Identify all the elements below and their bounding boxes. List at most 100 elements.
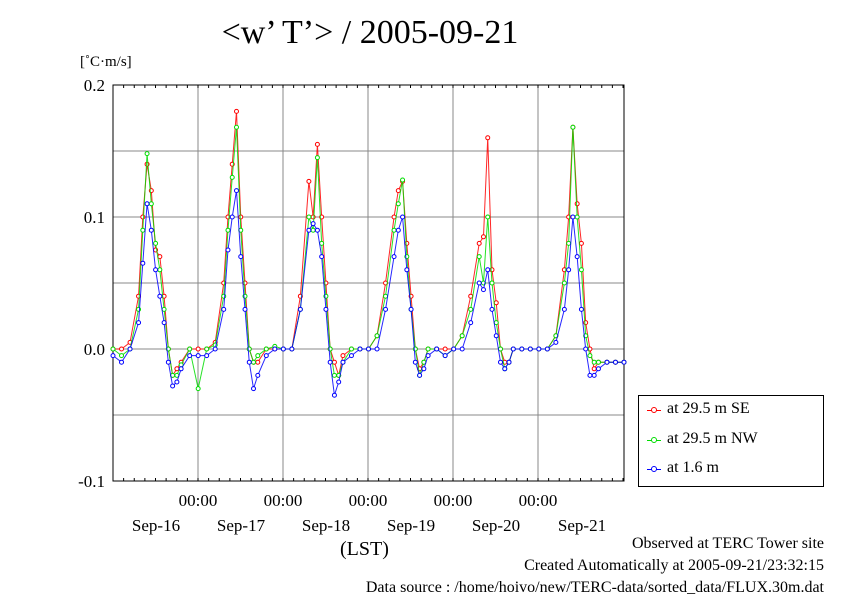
series-point-2 [297,306,303,312]
footer-site: Observed at TERC Tower site [631,535,824,552]
series-point-2 [459,346,465,352]
series-point-2 [587,372,593,378]
series-point-2 [519,346,525,352]
series-point-0 [195,346,201,352]
series-point-0 [174,366,180,372]
series-point-0 [306,178,312,184]
series-point-2 [157,293,163,299]
series-point-0 [310,214,316,220]
series-point-2 [574,254,580,260]
x-tick-time: 00:00 [264,491,303,510]
series-point-2 [536,346,542,352]
series-point-2 [327,359,333,365]
series-point-1 [391,227,397,233]
series-point-1 [229,174,235,180]
series-point-1 [119,353,125,359]
series-point-1 [566,240,572,246]
series-point-2 [306,227,312,233]
series-point-2 [578,306,584,312]
series-point-2 [229,214,235,220]
series-point-2 [421,366,427,372]
x-tick-time: 00:00 [179,491,218,510]
series-point-0 [591,366,597,372]
series-point-0 [119,346,125,352]
x-tick-date: Sep-21 [558,516,606,535]
series-point-2 [493,333,499,339]
series-point-2 [336,379,342,385]
series-point-1 [255,353,261,359]
series-point-2 [357,346,363,352]
series-point-1 [485,214,491,220]
series-point-2 [566,267,572,273]
series-point-2 [604,359,610,365]
x-tick-time: 00:00 [349,491,388,510]
series-point-2 [502,366,508,372]
series-point-2 [451,346,457,352]
series-point-2 [417,372,423,378]
series-point-2 [148,227,154,233]
series-point-2 [144,201,150,207]
series-point-0 [493,300,499,306]
series-point-2 [383,306,389,312]
series-point-2 [595,366,601,372]
series-point-1 [476,254,482,260]
series-point-2 [404,267,410,273]
series-point-2 [242,306,248,312]
series-point-1 [251,359,257,365]
series-point-2 [391,254,397,260]
series-point-1 [459,333,465,339]
series-point-2 [195,353,201,359]
y-tick-label: 0.0 [84,340,105,359]
series-point-1 [310,227,316,233]
series-point-2 [136,320,142,326]
y-tick-label: 0.1 [84,208,105,227]
series-point-1 [263,346,269,352]
series-point-2 [591,372,597,378]
series-point-1 [144,151,150,157]
series-point-2 [255,372,261,378]
series-point-1 [425,346,431,352]
series-point-2 [561,306,567,312]
series-point-1 [574,214,580,220]
series-point-2 [170,383,176,389]
footer-source: Data source : /home/hoivo/new/TERC-data/… [365,579,824,596]
series-point-1 [187,346,193,352]
legend-marker-se [651,407,657,413]
series-point-2 [348,353,354,359]
legend-marker-nw [651,437,657,443]
series-point-2 [489,306,495,312]
series-point-2 [110,353,116,359]
x-tick-time: 00:00 [434,491,473,510]
series-point-2 [340,359,346,365]
series-point-1 [140,227,146,233]
series-point-2 [314,227,320,233]
series-point-2 [506,359,512,365]
series-point-0 [404,240,410,246]
series-point-2 [246,359,252,365]
series-point-1 [314,155,320,161]
series-point-2 [323,306,329,312]
series-point-2 [310,221,316,227]
series-point-2 [238,254,244,260]
series-point-1 [489,280,495,286]
x-axis-label: (LST) [340,538,389,560]
series-point-2 [480,287,486,293]
series-point-1 [204,346,210,352]
series-point-1 [570,124,576,130]
legend-label-nw: at 29.5 m NW [667,430,758,447]
series-point-1 [400,177,406,183]
series-point-2 [331,392,337,398]
series-point-2 [498,359,504,365]
series-point-2 [570,214,576,220]
series-point-2 [612,359,618,365]
series-point-2 [221,306,227,312]
series-point-0 [476,240,482,246]
series-point-0 [485,135,491,141]
series-point-1 [395,201,401,207]
series-point-2 [204,353,210,359]
series-point-2 [127,346,133,352]
series-point-2 [583,346,589,352]
x-tick-time: 00:00 [519,491,558,510]
series-point-2 [366,346,371,352]
series-point-2 [510,346,516,352]
